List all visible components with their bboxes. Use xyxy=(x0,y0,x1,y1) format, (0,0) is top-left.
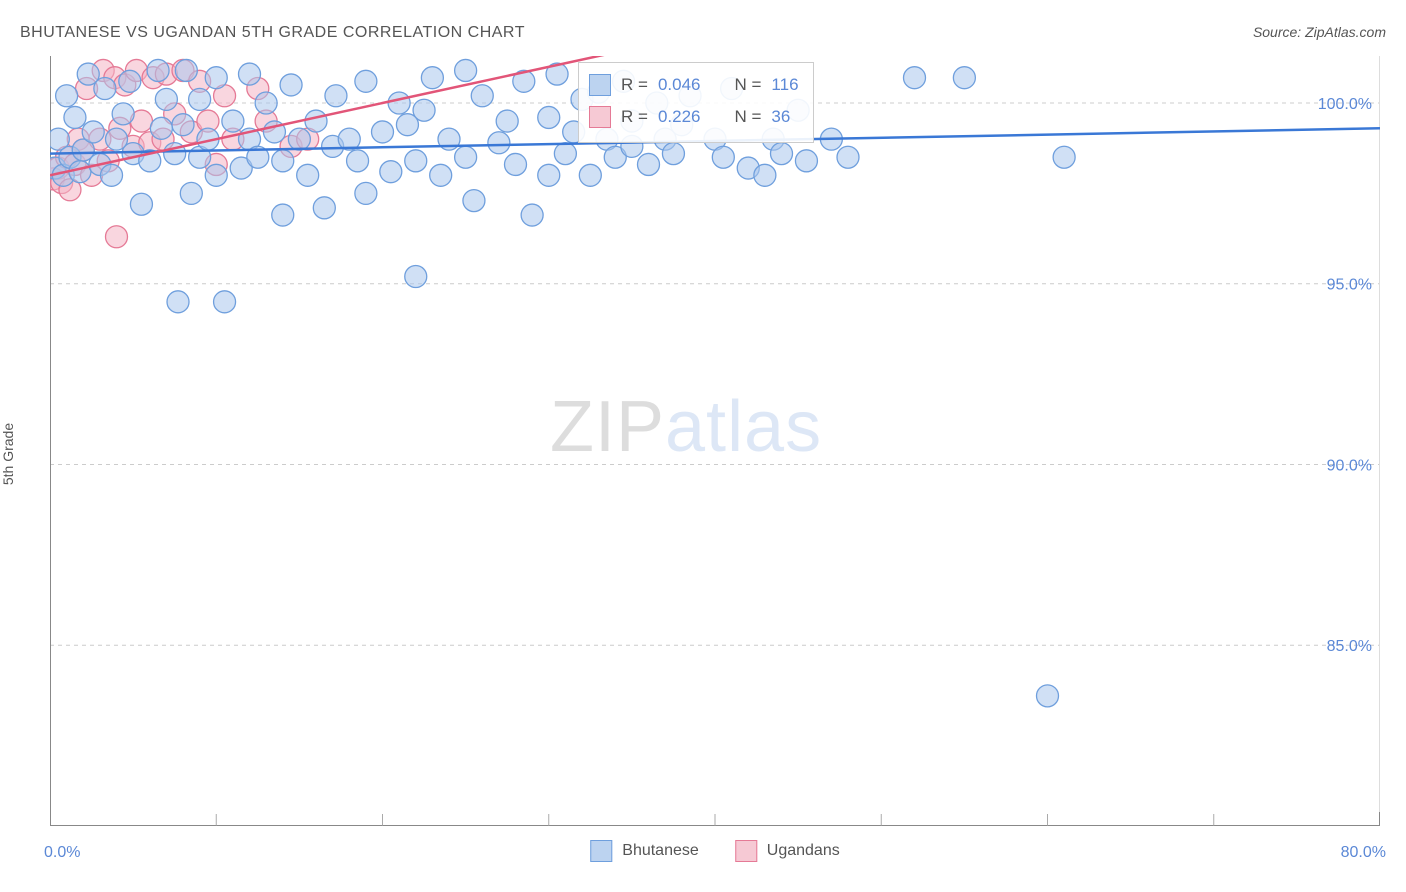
x-axis-start-label: 0.0% xyxy=(44,844,80,862)
plot-svg: 85.0% 90.0% 95.0% 100.0% xyxy=(50,56,1380,826)
legend-label: Bhutanese xyxy=(622,842,699,860)
r-value: 0.046 xyxy=(658,69,701,101)
x-axis-end-label: 80.0% xyxy=(1341,844,1386,862)
scatter-plot: 85.0%90.0%95.0%100.0% ZIPatlas R = 0.046… xyxy=(50,56,1380,826)
swatch-icon xyxy=(589,74,611,96)
legend-item-bhutanese: Bhutanese xyxy=(590,840,699,862)
n-value: 36 xyxy=(771,101,790,133)
swatch-icon xyxy=(735,840,757,862)
svg-text:100.0%: 100.0% xyxy=(1318,96,1372,113)
y-axis-label: 5th Grade xyxy=(0,423,16,485)
stats-row-bhutanese: R = 0.046 N = 116 xyxy=(589,69,799,101)
source-label: Source: ZipAtlas.com xyxy=(1253,24,1386,40)
svg-text:90.0%: 90.0% xyxy=(1327,457,1372,474)
n-label: N = xyxy=(734,101,761,133)
r-label: R = xyxy=(621,101,648,133)
legend-item-ugandans: Ugandans xyxy=(735,840,840,862)
n-value: 116 xyxy=(771,69,798,101)
svg-text:85.0%: 85.0% xyxy=(1327,638,1372,655)
stats-row-ugandans: R = 0.226 N = 36 xyxy=(589,101,799,133)
swatch-icon xyxy=(589,106,611,128)
correlation-stats-box: R = 0.046 N = 116 R = 0.226 N = 36 xyxy=(578,62,814,143)
swatch-icon xyxy=(590,840,612,862)
chart-title: BHUTANESE VS UGANDAN 5TH GRADE CORRELATI… xyxy=(20,24,525,42)
svg-text:95.0%: 95.0% xyxy=(1327,277,1372,294)
legend: Bhutanese Ugandans xyxy=(590,840,839,862)
r-label: R = xyxy=(621,69,648,101)
x-axis-row: 0.0% Bhutanese Ugandans 80.0% xyxy=(50,836,1380,876)
r-value: 0.226 xyxy=(658,101,701,133)
n-label: N = xyxy=(734,69,761,101)
legend-label: Ugandans xyxy=(767,842,840,860)
